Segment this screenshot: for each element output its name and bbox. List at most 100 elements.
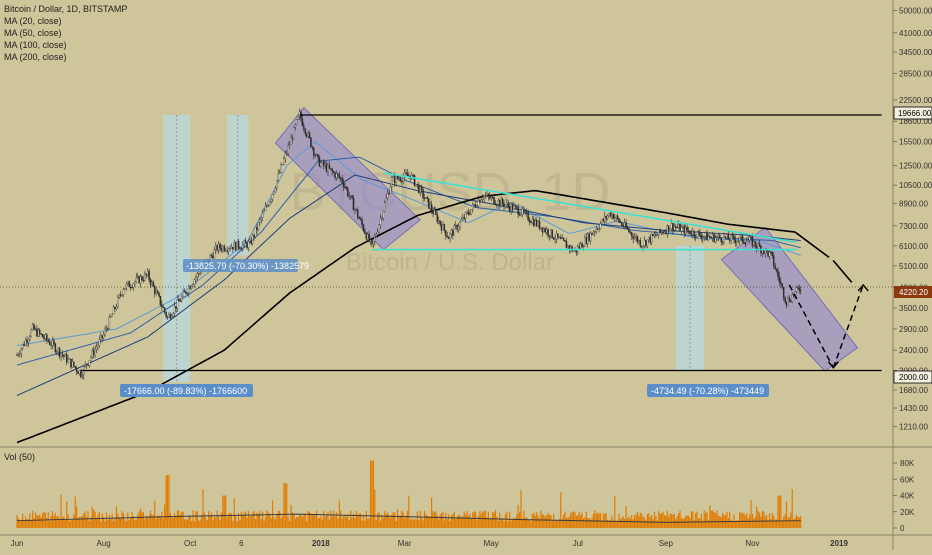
volume-bar-245: [364, 520, 366, 528]
volume-bar-328: [482, 511, 484, 528]
volume-axis[interactable]: 80K 60K 40K 20K 0: [893, 459, 915, 533]
candle-body-5: [23, 343, 25, 346]
volume-bar-467: [679, 510, 681, 528]
volume-bar-158: [240, 511, 242, 528]
volume-bar-244: [362, 514, 365, 528]
candle-body-249: [369, 240, 372, 242]
time-axis[interactable]: Jun Aug Oct 6 2018 Mar May Jul Sep Nov 2019: [11, 539, 849, 548]
volume-bar-546: [791, 489, 793, 528]
candle-body-485: [704, 232, 707, 237]
candle-body-500: [726, 234, 728, 239]
volume-bar-334: [490, 518, 492, 528]
volume-bar-47: [83, 513, 85, 528]
candle-body-372: [544, 228, 546, 233]
candle-body-432: [629, 231, 632, 233]
volume-bar-182: [274, 519, 277, 528]
time-tick-label-0: Jun: [11, 539, 24, 548]
volume-bar-259: [384, 510, 386, 528]
candle-body-399: [582, 246, 585, 248]
candle-body-398: [581, 243, 583, 248]
volume-bar-274: [405, 515, 407, 528]
volume-bar-197: [296, 516, 298, 528]
candle-body-388: [567, 245, 569, 248]
candle-body-91: [145, 273, 147, 276]
candle-body-122: [189, 286, 191, 289]
candle-body-428: [623, 222, 626, 227]
volume-bar-162: [246, 517, 248, 528]
candle-body-347: [508, 205, 511, 212]
candle-body-197: [295, 119, 298, 125]
volume-bar-132: [203, 512, 206, 528]
volume-bar-512: [743, 512, 745, 528]
volume-bar-445: [648, 513, 650, 528]
volume-bar-136: [209, 515, 211, 528]
candle-body-550: [797, 287, 799, 289]
volume-bar-37: [68, 521, 71, 528]
volume-bar-187: [281, 515, 284, 528]
volume-bar-61: [103, 517, 105, 528]
volume-bar-474: [689, 517, 691, 528]
candle-body-142: [217, 243, 220, 251]
candle-body-465: [676, 227, 678, 229]
volume-bar-439: [639, 512, 641, 528]
candle-body-208: [311, 146, 314, 149]
candle-body-199: [298, 111, 301, 117]
volume-bar-83: [134, 519, 136, 528]
volume-tick-label-1: 60K: [900, 475, 915, 484]
candle-body-473: [687, 230, 690, 232]
candle-body-62: [104, 329, 106, 335]
volume-bar-113: [176, 510, 179, 528]
volume-bar-38: [70, 519, 72, 528]
candle-body-496: [720, 238, 722, 243]
candle-body-272: [402, 176, 404, 182]
volume-bar-550: [797, 516, 799, 528]
candle-body-41: [74, 366, 76, 368]
candle-body-50: [87, 364, 89, 366]
volume-bar-360: [527, 519, 529, 528]
volume-bar-204: [306, 520, 308, 528]
candle-body-313: [460, 219, 463, 223]
candle-body-205: [307, 132, 309, 137]
forecast-up: [832, 284, 864, 369]
candle-body-96: [152, 281, 155, 287]
volume-bar-212: [317, 517, 319, 528]
candle-body-237: [352, 198, 355, 211]
candle-body-49: [85, 364, 88, 366]
ma-line-1: [16, 140, 801, 347]
volume-bar-217: [324, 516, 326, 528]
volume-bar-299: [440, 513, 443, 528]
candle-body-265: [392, 176, 395, 178]
candle-body-201: [301, 118, 304, 126]
candle-body-76: [124, 288, 126, 290]
candle-body-326: [479, 200, 481, 203]
candle-body-72: [118, 294, 121, 298]
volume-bar-335: [492, 512, 494, 528]
volume-bar-500: [726, 511, 728, 528]
trend-lines: [0, 114, 893, 372]
candle-body-82: [132, 283, 135, 288]
candle-body-437: [636, 236, 639, 242]
volume-bar-281: [415, 519, 417, 528]
volume-bar-545: [790, 512, 792, 528]
volume-bar-112: [175, 516, 177, 528]
volume-bar-87: [139, 508, 142, 528]
candle-body-55: [94, 349, 96, 356]
volume-bar-153: [233, 498, 235, 528]
volume-bar-442: [643, 517, 646, 528]
candle-body-261: [386, 193, 389, 199]
candle-body-483: [702, 236, 704, 239]
candle-body-125: [193, 279, 196, 285]
candle-body-433: [631, 232, 633, 237]
price-current-tag: [894, 286, 932, 298]
candle-body-383: [560, 237, 562, 239]
candle-body-29: [57, 348, 59, 352]
volume-bar-423: [616, 521, 619, 528]
candle-body-493: [716, 236, 718, 239]
candle-body-24: [50, 344, 52, 346]
volume-bar-186: [280, 518, 282, 528]
candle-body-45: [80, 370, 82, 378]
volume-bar-173: [262, 511, 264, 528]
candle-body-415: [605, 215, 607, 219]
price-tick-label-16: 2400.00: [899, 346, 928, 355]
volume-bar-452: [658, 511, 660, 528]
